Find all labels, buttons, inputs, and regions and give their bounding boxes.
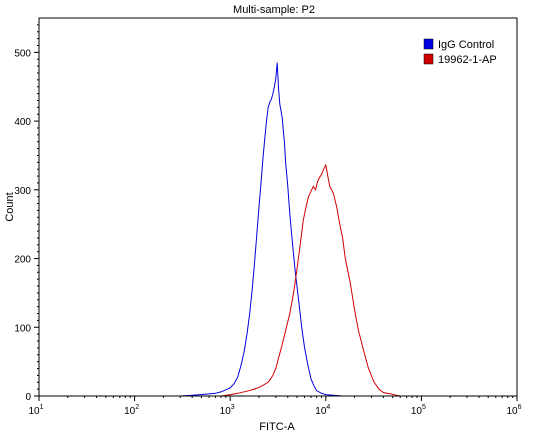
x-tick-label: 102 — [124, 404, 139, 417]
x-axis-label: FITC-A — [259, 421, 295, 433]
x-tick-exponent: 5 — [422, 404, 426, 411]
legend-swatch — [423, 53, 434, 65]
x-tick-base: 10 — [315, 406, 327, 417]
legend: IgG Control 19962-1-AP — [423, 38, 497, 66]
y-tick-label: 500 — [14, 48, 31, 59]
x-tick-exponent: 4 — [326, 404, 330, 411]
x-tick-label: 104 — [315, 404, 330, 417]
x-tick-exponent: 6 — [518, 404, 522, 411]
y-axis-label-group: Count — [4, 192, 16, 221]
x-tick-base: 10 — [124, 406, 136, 417]
y-tick-label: 200 — [14, 255, 31, 266]
x-tick-label: 105 — [411, 404, 426, 417]
plot-frame — [38, 17, 518, 397]
legend-label: 19962-1-AP — [438, 54, 497, 66]
legend-swatch — [423, 38, 434, 50]
x-tick-base: 10 — [220, 406, 232, 417]
x-tick-exponent: 3 — [231, 404, 235, 411]
y-tick-label: 0 — [25, 392, 31, 403]
plot-series-group — [39, 62, 517, 397]
series-line-1 — [39, 62, 517, 397]
y-tick-label: 100 — [14, 323, 31, 334]
x-tick-exponent: 2 — [135, 404, 139, 411]
x-tick-exponent: 1 — [40, 404, 44, 411]
x-tick-label: 101 — [28, 404, 43, 417]
x-tick-base: 10 — [411, 406, 423, 417]
chart-title: Multi-sample: P2 — [233, 4, 315, 16]
y-axis-label: Count — [4, 192, 16, 221]
series-line-2 — [39, 163, 517, 397]
y-tick-label: 400 — [14, 117, 31, 128]
x-tick-base: 10 — [28, 406, 40, 417]
x-tick-label: 106 — [506, 404, 521, 417]
x-tick-base: 10 — [506, 406, 518, 417]
y-tick-label: 300 — [14, 186, 31, 197]
legend-label: IgG Control — [438, 39, 494, 51]
x-tick-label: 103 — [220, 404, 235, 417]
